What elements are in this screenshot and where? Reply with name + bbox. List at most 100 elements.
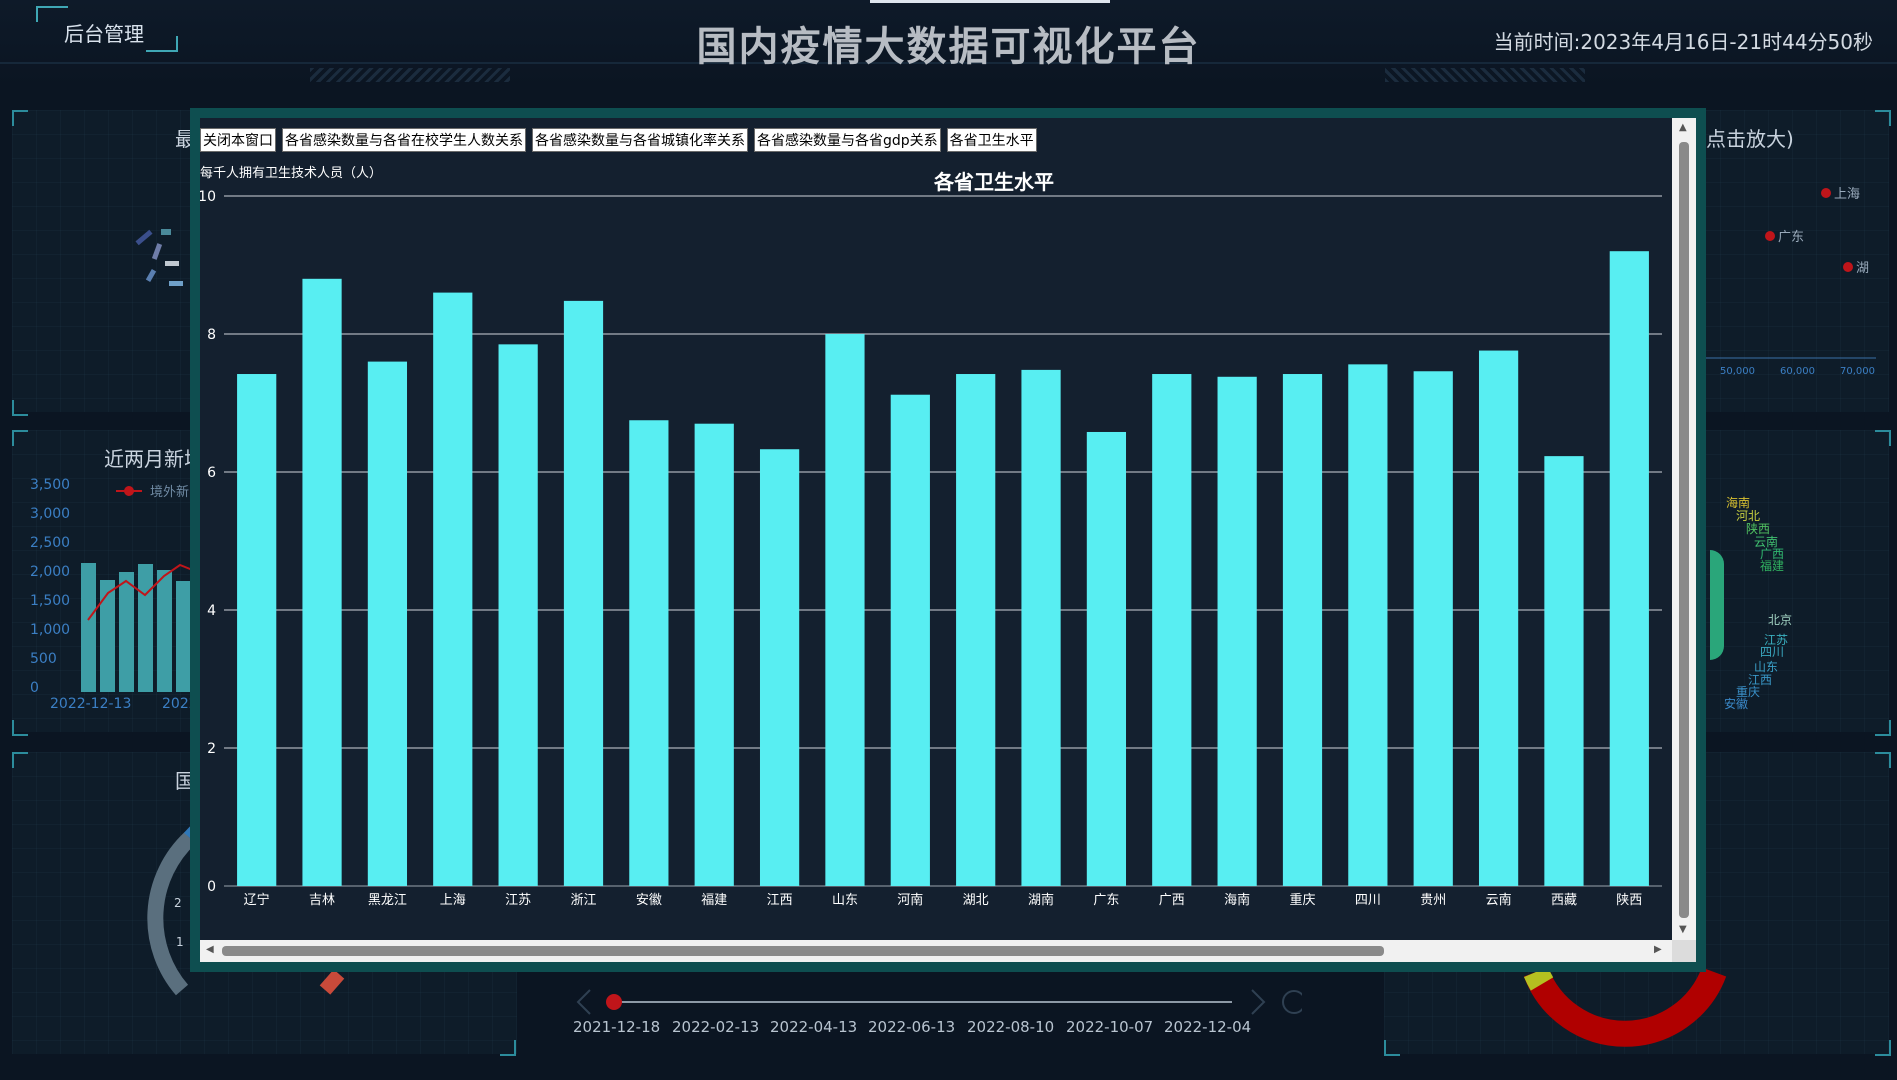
bar[interactable]	[956, 374, 996, 886]
close-window-button[interactable]: 关闭本窗口	[200, 128, 276, 152]
current-time: 当前时间:2023年4月16日-21时44分50秒	[1494, 26, 1873, 55]
chart-modal-frame: 关闭本窗口 各省感染数量与各省在校学生人数关系 各省感染数量与各省城镇化率关系 …	[200, 118, 1696, 962]
y-tick-label: 10	[200, 189, 216, 205]
header-bar: 后台管理 国内疫情大数据可视化平台 当前时间:2023年4月16日-21时44分…	[0, 0, 1897, 86]
mini-y-tick: 3,000	[30, 506, 70, 522]
pie-label: 江西	[1748, 673, 1773, 687]
timeline-pause-icon[interactable]	[1282, 990, 1302, 1014]
admin-link-frame[interactable]: 后台管理	[36, 6, 178, 52]
bar[interactable]	[825, 334, 865, 886]
chart-modal: 关闭本窗口 各省感染数量与各省在校学生人数关系 各省感染数量与各省城镇化率关系 …	[190, 108, 1706, 972]
panel-top-right-title[interactable]: 点击放大)	[1706, 127, 1794, 151]
pie-label: 陕西	[1746, 522, 1771, 536]
frame-corner-bottom-right	[146, 36, 178, 52]
timeline-date[interactable]: 2022-08-10	[967, 1018, 1055, 1036]
scroll-up-icon[interactable]: ▲	[1679, 122, 1687, 133]
health-level-bar-chart: 每千人拥有卫生技术人员（人） 各省卫生水平 0 2 4 6 8 10 辽宁 吉林 黑龙江 上海 江…	[200, 165, 1662, 908]
timeline-prev-icon[interactable]	[576, 989, 591, 1015]
mini-legend-label: 境外新	[150, 484, 189, 500]
mini-y-tick: 2,500	[30, 535, 70, 551]
gauge-needle-end	[319, 969, 345, 995]
pie-label: 福建	[1760, 559, 1785, 573]
scroll-left-icon[interactable]: ◀	[206, 944, 214, 955]
page-title: 国内疫情大数据可视化平台	[696, 24, 1201, 70]
timeline-handle[interactable]	[606, 994, 622, 1010]
x-tick-label: 广西	[1159, 893, 1185, 908]
bar[interactable]	[1609, 251, 1649, 886]
bar[interactable]	[367, 361, 408, 887]
timeline-slider[interactable]	[572, 986, 1302, 1018]
chart-y-axis-title: 每千人拥有卫生技术人员（人）	[200, 165, 382, 181]
timeline-date[interactable]: 2021-12-18	[573, 1018, 661, 1036]
bar[interactable]	[1348, 364, 1388, 886]
mini-bar	[176, 581, 191, 692]
x-tick-label: 西藏	[1551, 893, 1577, 908]
corner-accent	[12, 400, 28, 416]
timeline-date[interactable]: 2022-04-13	[770, 1018, 858, 1036]
scatter-x-tick: 50,000	[1720, 366, 1755, 377]
scroll-down-icon[interactable]: ▼	[1679, 924, 1687, 935]
mini-y-tick: 1,000	[30, 622, 70, 638]
corner-accent	[1875, 720, 1891, 736]
x-tick-label: 湖北	[963, 893, 989, 908]
scroll-right-icon[interactable]: ▶	[1654, 944, 1662, 955]
timeline-date[interactable]: 2022-12-04	[1164, 1018, 1252, 1036]
x-tick-label: 四川	[1355, 893, 1381, 908]
bar[interactable]	[629, 420, 669, 886]
bar[interactable]	[759, 449, 800, 886]
bar[interactable]	[1544, 456, 1584, 886]
timeline-next-icon[interactable]	[1251, 989, 1266, 1015]
corner-accent	[12, 430, 28, 446]
vertical-scroll-thumb[interactable]	[1679, 142, 1689, 918]
corner-accent	[1384, 1040, 1400, 1056]
x-tick-label: 山东	[832, 893, 858, 908]
gdp-relation-button[interactable]: 各省感染数量与各省gdp关系	[754, 128, 941, 152]
chart-title: 各省卫生水平	[933, 170, 1054, 194]
donut-slice-accent	[1523, 966, 1554, 991]
donut-slice	[1523, 967, 1727, 1047]
bar[interactable]	[1413, 371, 1453, 886]
mini-bar	[157, 570, 172, 692]
bar[interactable]	[1152, 374, 1192, 886]
bar[interactable]	[1282, 374, 1323, 886]
timeline-date[interactable]: 2022-10-07	[1066, 1018, 1154, 1036]
admin-link[interactable]: 后台管理	[64, 22, 144, 46]
x-tick-label: 云南	[1486, 892, 1512, 908]
x-tick-label: 上海	[440, 893, 466, 908]
bar[interactable]	[1478, 350, 1519, 886]
x-tick-label: 江苏	[505, 892, 531, 908]
urbanization-relation-button[interactable]: 各省感染数量与各省城镇化率关系	[532, 128, 748, 152]
scatter-x-tick: 60,000	[1780, 366, 1815, 377]
header-hatch-right	[1385, 68, 1585, 82]
vertical-scrollbar[interactable]: ▲ ▼	[1672, 118, 1696, 940]
y-tick-label: 2	[207, 741, 216, 757]
x-tick-label: 福建	[701, 893, 727, 908]
health-level-button[interactable]: 各省卫生水平	[946, 128, 1037, 152]
bar[interactable]	[694, 423, 734, 886]
y-tick-label: 0	[207, 879, 216, 895]
timeline-date[interactable]: 2022-02-13	[672, 1018, 760, 1036]
horizontal-scroll-thumb[interactable]	[222, 946, 1384, 956]
pie-label: 江苏	[1764, 633, 1789, 647]
bar[interactable]	[1217, 376, 1257, 886]
mini-x-tick: 2022	[162, 696, 198, 712]
timeline-date[interactable]: 2022-06-13	[868, 1018, 956, 1036]
x-tick-label: 陕西	[1616, 893, 1642, 908]
bar[interactable]	[302, 278, 342, 886]
bar[interactable]	[890, 394, 930, 886]
x-tick-label: 广东	[1093, 893, 1119, 908]
current-time-label: 当前时间:	[1493, 30, 1581, 54]
word-cloud-fragment	[135, 225, 190, 295]
mini-bar-line-chart: 3,500 3,000 2,500 2,000 1,500 1,000 500 0 境外新 2…	[30, 477, 198, 712]
corner-accent	[1875, 430, 1891, 446]
horizontal-scrollbar[interactable]: ◀ ▶	[200, 940, 1672, 962]
x-tick-label: 江西	[767, 893, 793, 908]
bar[interactable]	[498, 344, 538, 887]
bar[interactable]	[563, 300, 604, 886]
bar[interactable]	[1086, 431, 1127, 886]
bar[interactable]	[433, 292, 473, 887]
bar[interactable]	[1021, 369, 1061, 886]
students-relation-button[interactable]: 各省感染数量与各省在校学生人数关系	[282, 128, 526, 152]
bar[interactable]	[237, 374, 277, 886]
pie-slice-fragment	[1710, 550, 1724, 660]
